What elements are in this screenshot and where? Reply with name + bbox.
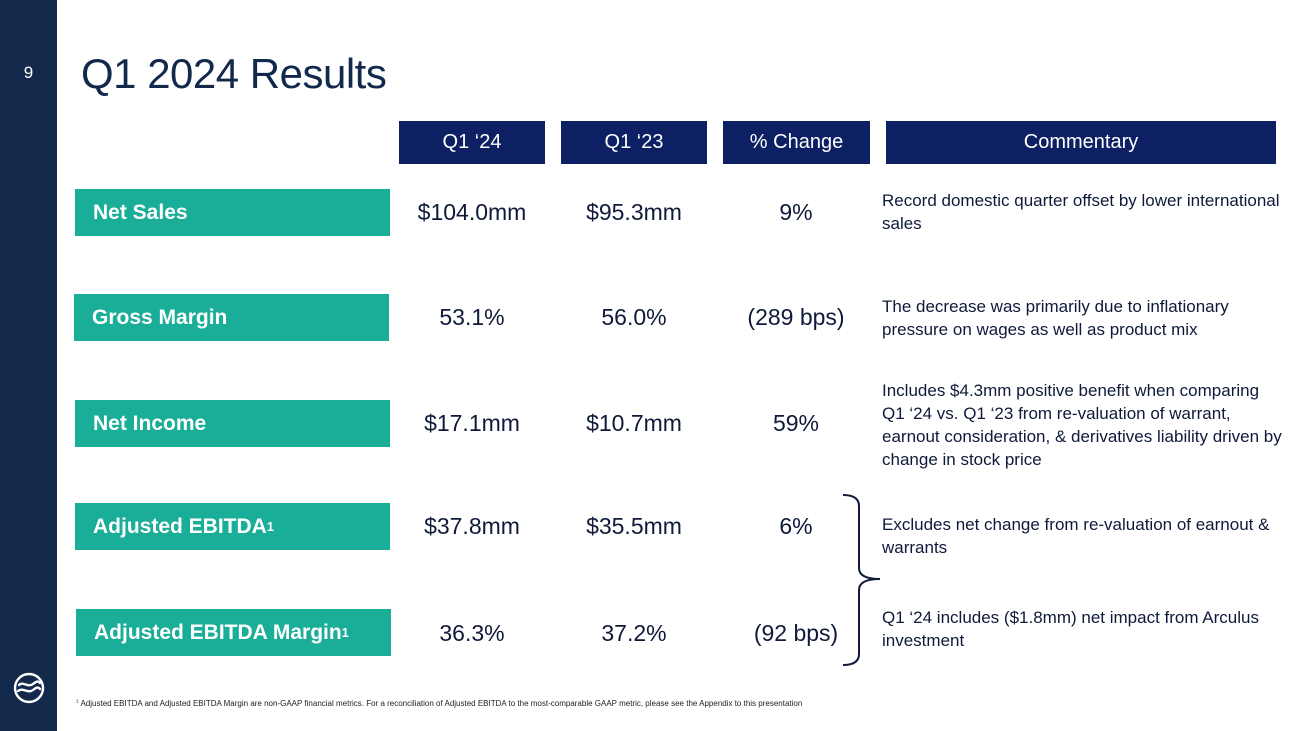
metric-label-adjusted-ebitda: Adjusted EBITDA 1 xyxy=(75,503,390,550)
header-q1-23: Q1 ‘23 xyxy=(561,121,707,164)
adjusted-ebitda-q1-23: $35.5mm xyxy=(586,513,682,539)
adjusted-ebitda-margin-q1-23: 37.2% xyxy=(601,620,667,646)
net-income-commentary: Includes $4.3mm positive benefit when co… xyxy=(882,381,1282,469)
gross-margin-q1-24: 53.1% xyxy=(439,304,505,330)
header-q1-24: Q1 ‘24 xyxy=(399,121,545,164)
adjusted-ebitda-change: 6% xyxy=(779,513,813,539)
gross-margin-q1-23: 56.0% xyxy=(601,304,667,330)
page-number: 9 xyxy=(23,63,34,82)
metric-label-text: Net Income xyxy=(93,411,207,435)
metric-label-net-income: Net Income xyxy=(75,400,390,447)
adjusted-ebitda-margin-change: (92 bps) xyxy=(753,620,839,646)
net-sales-q1-23: $95.3mm xyxy=(586,199,682,225)
adjusted-ebitda-commentary: Excludes net change from re-valuation of… xyxy=(882,515,1270,557)
right-curly-brace-icon xyxy=(842,494,881,666)
net-income-q1-24: $17.1mm xyxy=(424,410,520,436)
adjusted-ebitda-margin-q1-24: 36.3% xyxy=(439,620,505,646)
net-income-change: 59% xyxy=(772,410,820,436)
adjusted-ebitda-q1-24: $37.8mm xyxy=(424,513,520,539)
page-title: Q1 2024 Results xyxy=(81,50,387,97)
sidebar: 9 xyxy=(0,0,57,731)
metric-label-text: Gross Margin xyxy=(92,305,228,329)
net-sales-change: 9% xyxy=(779,199,813,225)
metric-label-adjusted-ebitda-margin: Adjusted EBITDA Margin 1 xyxy=(76,609,391,656)
footnote-marker: 1 xyxy=(76,699,79,705)
net-income-q1-23: $10.7mm xyxy=(586,410,682,436)
metric-label-gross-margin: Gross Margin xyxy=(74,294,389,341)
net-sales-commentary: Record domestic quarter offset by lower … xyxy=(882,191,1280,233)
footnote: 1 Adjusted EBITDA and Adjusted EBITDA Ma… xyxy=(76,699,802,708)
company-logo-icon xyxy=(13,672,45,704)
metric-label-net-sales: Net Sales xyxy=(75,189,390,236)
footnote-text: Adjusted EBITDA and Adjusted EBITDA Marg… xyxy=(80,699,803,708)
gross-margin-change: (289 bps) xyxy=(747,304,845,330)
net-sales-q1-24: $104.0mm xyxy=(417,199,527,225)
metric-label-text: Adjusted EBITDA Margin xyxy=(94,620,342,644)
header-pct-change: % Change xyxy=(723,121,870,164)
metric-label-text: Adjusted EBITDA xyxy=(93,514,267,538)
header-commentary: Commentary xyxy=(886,121,1276,164)
metric-label-text: Net Sales xyxy=(93,200,188,224)
adjusted-ebitda-margin-commentary: Q1 ‘24 includes ($1.8mm) net impact from… xyxy=(882,608,1259,650)
gross-margin-commentary: The decrease was primarily due to inflat… xyxy=(882,297,1229,339)
